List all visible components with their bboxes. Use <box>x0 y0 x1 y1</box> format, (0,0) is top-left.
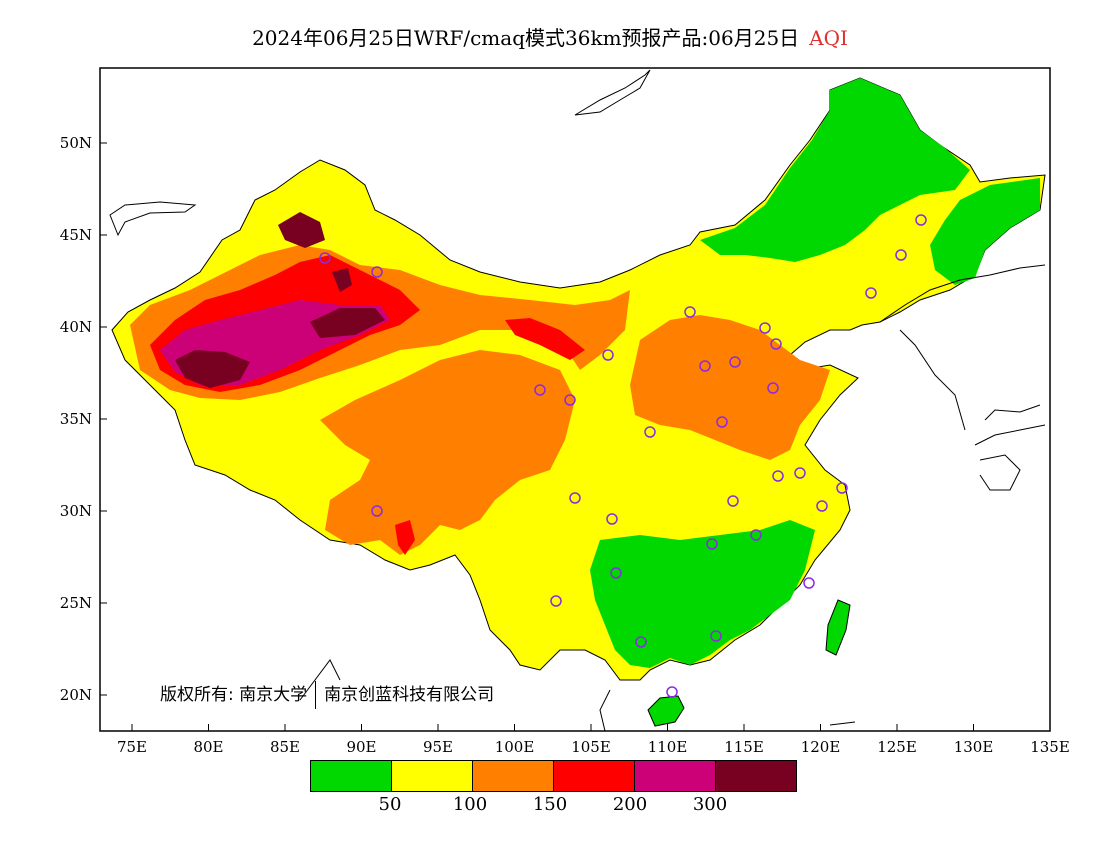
station-marker <box>816 500 828 512</box>
station-marker <box>602 349 614 361</box>
station-marker <box>770 338 782 350</box>
lon-tick-label: 125E <box>877 738 917 756</box>
station-marker <box>915 214 927 226</box>
legend-tick-label: 200 <box>612 794 648 815</box>
lat-tick-label: 40N <box>59 318 92 336</box>
lat-tick-label: 35N <box>59 410 92 428</box>
lon-tick-label: 105E <box>571 738 611 756</box>
station-marker <box>706 538 718 550</box>
station-marker <box>772 470 784 482</box>
station-marker <box>610 567 622 579</box>
copyright-org1: 南京大学 <box>239 685 308 705</box>
lat-tick-label: 30N <box>59 502 92 520</box>
station-marker <box>803 577 815 589</box>
station-marker <box>836 482 848 494</box>
title-text: 2024年06月25日WRF/cmaq模式36km预报产品:06月25日 <box>252 26 800 50</box>
coastline-kazakh-lake <box>109 201 197 237</box>
station-marker <box>564 394 576 406</box>
legend-tick-label: 150 <box>532 794 568 815</box>
legend-swatch <box>472 761 553 791</box>
lon-tick-label: 75E <box>116 738 148 756</box>
station-marker <box>635 636 647 648</box>
lat-tick-label: 45N <box>59 226 92 244</box>
station-marker <box>569 492 581 504</box>
copyright-label: 版权所有: <box>160 685 234 705</box>
legend-swatch <box>311 761 391 791</box>
maroon-zone-dzungaria <box>278 212 325 248</box>
station-marker <box>550 595 562 607</box>
red-zone-gansu <box>505 318 585 360</box>
maroon-zone-tarim-east <box>310 308 385 338</box>
station-marker <box>895 249 907 261</box>
lat-tick-label: 50N <box>59 134 92 152</box>
coastline-sakhalin <box>574 69 651 116</box>
lon-tick-label: 90E <box>346 738 377 756</box>
legend-tick-label: 300 <box>692 794 728 815</box>
station-marker <box>606 513 618 525</box>
lon-tick-label: 100E <box>494 738 535 756</box>
green-zone-hainan <box>647 695 685 727</box>
legend-swatch <box>715 761 796 791</box>
station-marker <box>644 426 656 438</box>
lon-tick-label: 130E <box>953 738 994 756</box>
copyright-separator <box>315 681 317 709</box>
orange-zone-tibet <box>320 350 575 555</box>
lon-tick-label: 80E <box>193 738 224 756</box>
station-marker <box>699 360 711 372</box>
green-zone-south <box>590 520 815 668</box>
legend-swatch <box>553 761 634 791</box>
station-marker <box>371 266 383 278</box>
plot-frame <box>99 67 1051 732</box>
station-marker <box>319 252 331 264</box>
station-marker <box>666 686 678 698</box>
green-zone-northeast <box>700 78 970 262</box>
station-marker <box>729 356 741 368</box>
lon-tick-label: 135E <box>1030 738 1070 756</box>
lon-tick-label: 95E <box>422 738 454 756</box>
maroon-zone-turpan <box>332 268 352 292</box>
coastline-korea-japan <box>879 264 1046 491</box>
legend-tick-label: 50 <box>378 794 402 815</box>
station-marker <box>684 306 696 318</box>
station-marker <box>727 495 739 507</box>
copyright-notice: 版权所有: 南京大学 南京创蓝科技有限公司 <box>160 680 494 709</box>
green-zone-east-korea-border <box>930 178 1040 285</box>
page-title: 2024年06月25日WRF/cmaq模式36km预报产品:06月25日 AQI <box>0 22 1100 51</box>
stations <box>319 214 927 698</box>
legend-swatch <box>391 761 472 791</box>
station-marker <box>371 505 383 517</box>
lat-tick-label: 25N <box>59 594 92 612</box>
legend-swatch <box>634 761 715 791</box>
green-zone-taiwan <box>825 599 851 656</box>
axis-ticks <box>100 142 1051 731</box>
station-marker <box>716 416 728 428</box>
legend-tick-label: 100 <box>452 794 488 815</box>
aqi-legend-colorbar <box>310 760 797 792</box>
lon-tick-label: 115E <box>724 738 764 756</box>
station-marker <box>865 287 877 299</box>
copyright-org2: 南京创蓝科技有限公司 <box>324 685 495 705</box>
orange-zone-north-china <box>630 315 830 460</box>
red-zone-tibet-south <box>395 520 415 555</box>
station-marker <box>794 467 806 479</box>
station-marker <box>767 382 779 394</box>
lon-tick-label: 110E <box>647 738 688 756</box>
variable-label: AQI <box>809 26 848 50</box>
lon-tick-label: 120E <box>800 738 841 756</box>
lat-tick-label: 20N <box>59 686 92 704</box>
station-marker <box>750 529 762 541</box>
lon-tick-label: 85E <box>269 738 301 756</box>
coastline-southeast-asia <box>299 659 856 731</box>
station-marker <box>759 322 771 334</box>
station-marker <box>534 384 546 396</box>
maroon-zone-tarim <box>175 350 250 388</box>
station-marker <box>710 630 722 642</box>
